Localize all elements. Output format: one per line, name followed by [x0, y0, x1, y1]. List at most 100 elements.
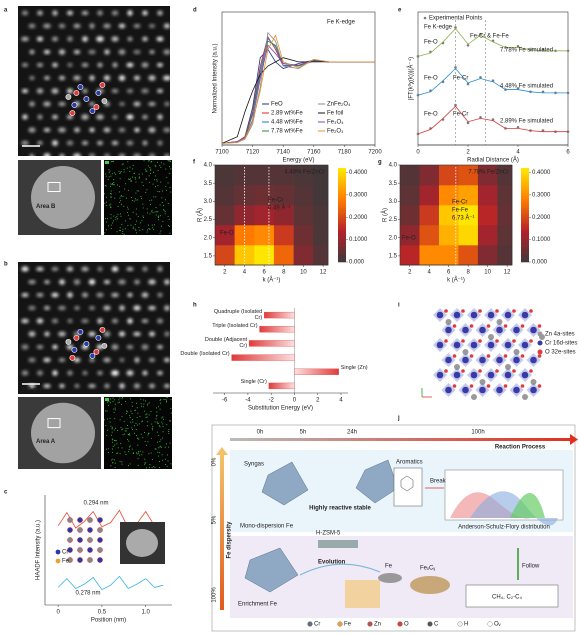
eds-dot — [127, 214, 129, 216]
eds-dot — [115, 427, 117, 429]
lattice-atom — [87, 537, 93, 543]
products-box — [465, 584, 559, 608]
eds-dot — [138, 423, 140, 425]
eds-dot — [146, 413, 148, 415]
colorbar-step — [521, 254, 529, 258]
heat-cell — [458, 225, 479, 246]
o-site — [512, 309, 516, 313]
heat-cell — [497, 225, 513, 246]
eds-dot — [167, 215, 169, 217]
eds-dot — [112, 462, 114, 463]
eds-dot — [142, 215, 144, 217]
atom-column — [52, 370, 58, 376]
eds-dot — [107, 452, 109, 454]
o-site — [444, 369, 448, 373]
plot-frame — [417, 11, 569, 146]
eds-dot — [166, 424, 168, 426]
x-tick-label: -2 — [269, 398, 275, 404]
eds-dot — [142, 406, 144, 408]
time-label: 5h — [300, 430, 307, 436]
atom-column — [66, 114, 74, 120]
eds-dot — [158, 216, 159, 218]
legend-marker — [487, 621, 493, 627]
eds-dot — [126, 411, 128, 413]
heat-cell — [477, 245, 498, 266]
eds-dot — [109, 206, 111, 208]
atom-column — [148, 305, 156, 311]
series-line — [221, 31, 375, 144]
annotation: Fe-O — [424, 76, 438, 82]
eds-dot — [110, 207, 112, 209]
colorbar-step — [338, 172, 346, 176]
eds-dot — [110, 224, 112, 226]
eds-dot — [112, 397, 114, 399]
atom-column — [81, 141, 89, 145]
eds-dot — [129, 446, 130, 448]
eds-dot — [169, 420, 171, 422]
eds-dot — [105, 410, 107, 412]
eds-dot — [165, 189, 167, 191]
colorbar-step — [521, 179, 529, 183]
eds-dot — [163, 163, 165, 165]
zn-site — [513, 349, 520, 355]
atom-column — [142, 266, 148, 272]
atom-column — [96, 36, 104, 42]
eds-dot — [144, 463, 146, 465]
atom-column — [133, 50, 141, 54]
atom-column — [29, 76, 35, 80]
atom-column — [112, 114, 118, 120]
eds-dot — [111, 184, 113, 186]
eds-dot — [144, 410, 146, 412]
atom-marker — [65, 338, 72, 345]
eds-dot — [163, 204, 164, 206]
atom-column — [28, 305, 36, 311]
atom-column — [58, 358, 66, 362]
atom-column — [118, 127, 126, 133]
eds-dot — [136, 190, 138, 192]
atom-column — [97, 318, 103, 324]
atom-column — [119, 305, 125, 311]
eds-dot — [154, 224, 155, 226]
level-label: 5% — [212, 515, 218, 524]
eds-dot — [151, 428, 153, 429]
eds-dot — [139, 415, 141, 417]
atom-marker — [69, 110, 76, 116]
x-tick-label: 6 — [447, 270, 451, 276]
atom-column — [118, 153, 126, 159]
heat-cell — [273, 165, 294, 186]
eds-dot — [132, 168, 133, 170]
eds-dot — [123, 233, 125, 235]
bar — [294, 368, 339, 375]
panel-label: d — [193, 8, 197, 14]
eds-dot — [162, 220, 164, 222]
atom-column — [66, 344, 74, 350]
eds-dot — [146, 425, 148, 427]
legend-label: Zn — [374, 622, 381, 628]
colorbar-step — [338, 240, 346, 244]
eds-dot — [135, 213, 137, 215]
eds-dot — [122, 196, 124, 198]
eds-dot — [105, 175, 107, 177]
heat-cell — [254, 225, 275, 246]
scale-bar-label: 200 pm — [21, 150, 41, 156]
eds-dot — [151, 224, 153, 226]
atom-column — [29, 101, 35, 107]
heat-cell — [400, 205, 420, 226]
atom-column — [134, 127, 140, 133]
eds-dot — [149, 181, 151, 183]
eds-dot — [113, 408, 115, 410]
colorbar-step — [338, 236, 346, 239]
eds-dot — [167, 160, 169, 162]
eds-dot — [127, 424, 128, 426]
atom-column — [149, 357, 155, 363]
atom-column — [89, 306, 95, 310]
colorbar-step — [521, 243, 529, 246]
eds-dot — [140, 403, 142, 405]
eds-dot — [131, 412, 133, 414]
eds-dot — [120, 195, 122, 197]
atom-column — [157, 371, 163, 375]
cr-site — [445, 326, 452, 334]
atom-column — [118, 279, 126, 285]
o-site — [520, 384, 525, 388]
lattice-atom — [87, 547, 93, 553]
